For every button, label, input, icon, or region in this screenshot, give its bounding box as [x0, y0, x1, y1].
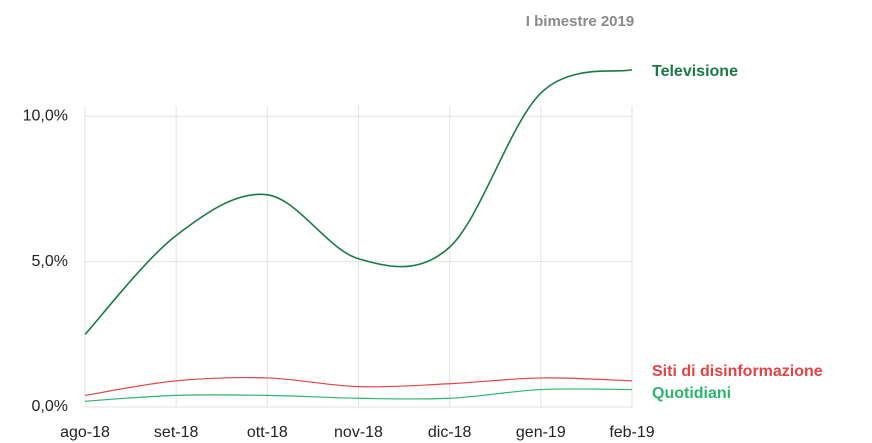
y-tick-label: 10,0%	[23, 108, 68, 125]
x-tick-label: ago-18	[60, 424, 110, 441]
series-line	[84, 376, 633, 396]
y-tick-label: 5,0%	[32, 253, 68, 270]
x-tick-label: feb-19	[609, 424, 654, 441]
x-tick-label: gen-19	[516, 424, 566, 441]
x-tick-label: dic-18	[428, 424, 472, 441]
x-tick-label: nov-18	[334, 424, 383, 441]
series-line	[84, 68, 633, 335]
y-tick-label: 0,0%	[32, 398, 68, 415]
series-label: Quotidiani	[652, 385, 731, 402]
annotation: I bimestre 2019	[526, 13, 634, 30]
x-tick-label: ott-18	[247, 424, 288, 441]
series-line	[84, 388, 633, 402]
series-label: Siti di disinformazione	[652, 363, 823, 380]
x-tick-label: set-18	[154, 424, 199, 441]
series-label: Televisione	[652, 63, 738, 80]
